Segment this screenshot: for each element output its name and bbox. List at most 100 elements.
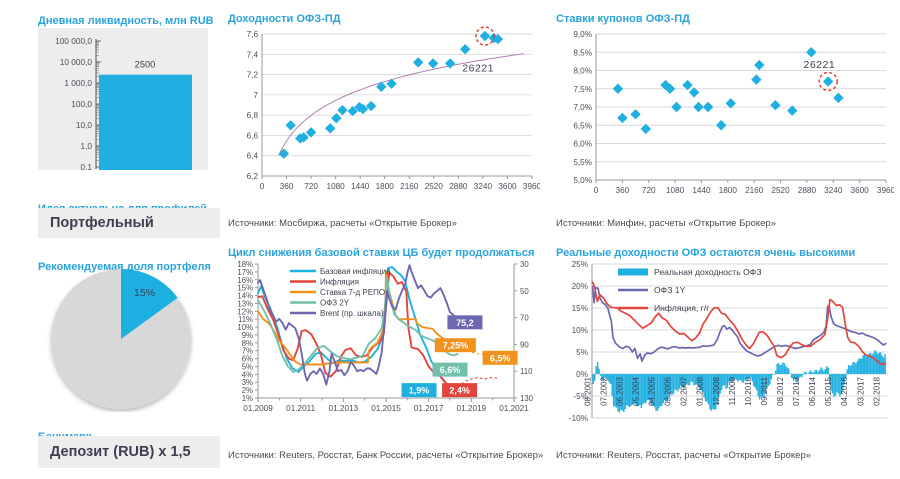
svg-text:9,0%: 9,0% [573,30,592,39]
svg-text:Инфляция, г/г: Инфляция, г/г [654,303,709,313]
svg-text:70: 70 [520,314,529,323]
svg-text:2520: 2520 [425,182,444,191]
svg-text:25%: 25% [572,260,588,269]
svg-text:-10%: -10% [569,414,588,423]
svg-text:01.2021: 01.2021 [499,404,529,413]
svg-text:1%: 1% [242,394,253,403]
svg-text:7,0%: 7,0% [573,103,592,112]
svg-text:20%: 20% [572,282,588,291]
svg-text:6%: 6% [242,355,253,364]
svg-text:2160: 2160 [745,186,764,195]
svg-text:7,5%: 7,5% [573,85,592,94]
cycle-source: Источники: Reuters, Росстат, Банк России… [228,449,544,461]
svg-text:5%: 5% [242,362,253,371]
svg-text:Ставка 7-д РЕПО: Ставка 7-д РЕПО [320,288,385,297]
svg-text:08.2012: 08.2012 [776,376,785,405]
svg-text:1800: 1800 [376,182,395,191]
svg-text:1080: 1080 [327,182,346,191]
svg-text:26221: 26221 [462,63,494,75]
svg-text:05.2015: 05.2015 [824,376,833,405]
svg-text:08.2001: 08.2001 [583,376,592,405]
portfolio-share-pie-chart: 15% [51,269,191,409]
svg-text:2880: 2880 [449,182,468,191]
liquidity-bar-chart: 100 000,0 10 000,0 1 000,0 100,0 10,0 1,0 0,1 2… [55,36,192,170]
svg-text:01.2008: 01.2008 [696,376,705,405]
svg-text:30: 30 [520,260,529,269]
svg-text:01.2011: 01.2011 [286,404,315,413]
svg-text:0,1: 0,1 [80,162,92,170]
svg-text:Brent (пр. шкала): Brent (пр. шкала) [320,309,384,318]
svg-text:-5%: -5% [573,392,588,401]
svg-text:10%: 10% [572,326,588,335]
svg-text:6,5%: 6,5% [573,121,592,130]
svg-text:2500: 2500 [135,60,156,70]
svg-text:0: 0 [594,186,599,195]
svg-text:17%: 17% [237,268,253,277]
svg-text:26221: 26221 [804,59,836,71]
profile-value: Портфельный [38,208,220,238]
svg-text:13%: 13% [237,299,253,308]
svg-text:15%: 15% [134,287,155,299]
coupon-rates-scatter-chart: 5,0% 5,5% 6,0% 6,5% 7,0% 7,5% 8,0% 8,5% 9,0% 0 360… [573,30,894,195]
svg-text:07.2013: 07.2013 [792,376,801,405]
svg-text:09.2011: 09.2011 [760,376,769,405]
svg-text:ОФЗ 1Y: ОФЗ 1Y [654,285,686,295]
svg-text:0: 0 [260,182,265,191]
svg-text:5,0%: 5,0% [573,176,592,185]
cb-rate-cycle-line-chart: 1%2%3%4%5%6%7%8%9%10%11%12%13%14%15%16%1… [237,260,534,413]
svg-text:ОФЗ 2Y: ОФЗ 2Y [320,299,350,308]
svg-text:1 000,0: 1 000,0 [64,78,92,88]
yields-source: Источники: Мосбиржа, расчеты «Открытие Б… [228,217,457,229]
svg-text:07.2002: 07.2002 [599,376,608,405]
svg-text:720: 720 [304,182,318,191]
svg-text:3960: 3960 [877,186,894,195]
svg-text:6,0%: 6,0% [573,140,592,149]
coupons-source: Источники: Минфин, расчеты «Открытие Бро… [556,217,776,229]
svg-text:10,0: 10,0 [76,120,93,130]
svg-text:01.2015: 01.2015 [371,404,401,413]
middle-panel: Доходности ОФЗ-ПД 6,2 6,4 6,6 6,8 7 7,2 7,4 7,6… [228,0,544,479]
svg-text:03.2017: 03.2017 [856,376,865,405]
svg-text:130: 130 [520,394,534,403]
svg-text:Реальная доходность ОФЗ: Реальная доходность ОФЗ [654,267,762,277]
svg-text:90: 90 [520,340,529,349]
svg-text:8,0%: 8,0% [573,67,592,76]
svg-text:12%: 12% [237,307,253,316]
svg-text:720: 720 [642,186,656,195]
svg-text:0%: 0% [576,370,588,379]
svg-text:1,0: 1,0 [80,141,92,151]
svg-text:7: 7 [253,91,258,100]
svg-text:6,6: 6,6 [247,131,259,140]
svg-text:Инфляция: Инфляция [320,278,359,287]
svg-text:12.2008: 12.2008 [712,376,721,405]
benchmark-value: Депозит (RUB) x 1,5 [38,436,220,468]
svg-text:8%: 8% [242,339,253,348]
svg-text:02.2018: 02.2018 [872,376,881,405]
ofz-yields-scatter-chart: 6,2 6,4 6,6 6,8 7 7,2 7,4 7,6 0 360 720 1080 1440 180… [247,26,540,191]
share-title: Рекомендуемая доля портфеля [38,261,211,273]
svg-text:01.2019: 01.2019 [457,404,487,413]
svg-text:11.2009: 11.2009 [728,376,737,405]
svg-text:01.2009: 01.2009 [243,404,273,413]
svg-text:100,0: 100,0 [71,99,92,109]
real-yields-chart-title: Реальные доходности ОФЗ остаются очень в… [556,247,856,259]
real-yields-source: Источники: Reuters, Росстат, расчеты «От… [556,449,812,461]
svg-text:02.2007: 02.2007 [680,376,689,405]
svg-text:7%: 7% [242,347,253,356]
svg-text:7,6: 7,6 [247,30,259,39]
left-panel: Дневная ликвидность, млн RUB 100 000,0 10… [38,0,220,479]
svg-text:360: 360 [280,182,294,191]
svg-text:15%: 15% [572,304,588,313]
svg-text:15%: 15% [237,284,253,293]
svg-text:7,4: 7,4 [247,50,259,59]
svg-text:110: 110 [520,367,533,376]
svg-text:7,2: 7,2 [247,71,259,80]
coupons-chart-title: Ставки купонов ОФЗ-ПД [556,13,690,25]
svg-text:3%: 3% [242,378,253,387]
liquidity-chart-box: 100 000,0 10 000,0 1 000,0 100,0 10,0 1,0 0,1 2… [38,28,208,170]
svg-text:10.2010: 10.2010 [744,376,753,405]
svg-text:3240: 3240 [474,182,493,191]
svg-text:1080: 1080 [666,186,685,195]
svg-text:04.2016: 04.2016 [840,376,849,405]
